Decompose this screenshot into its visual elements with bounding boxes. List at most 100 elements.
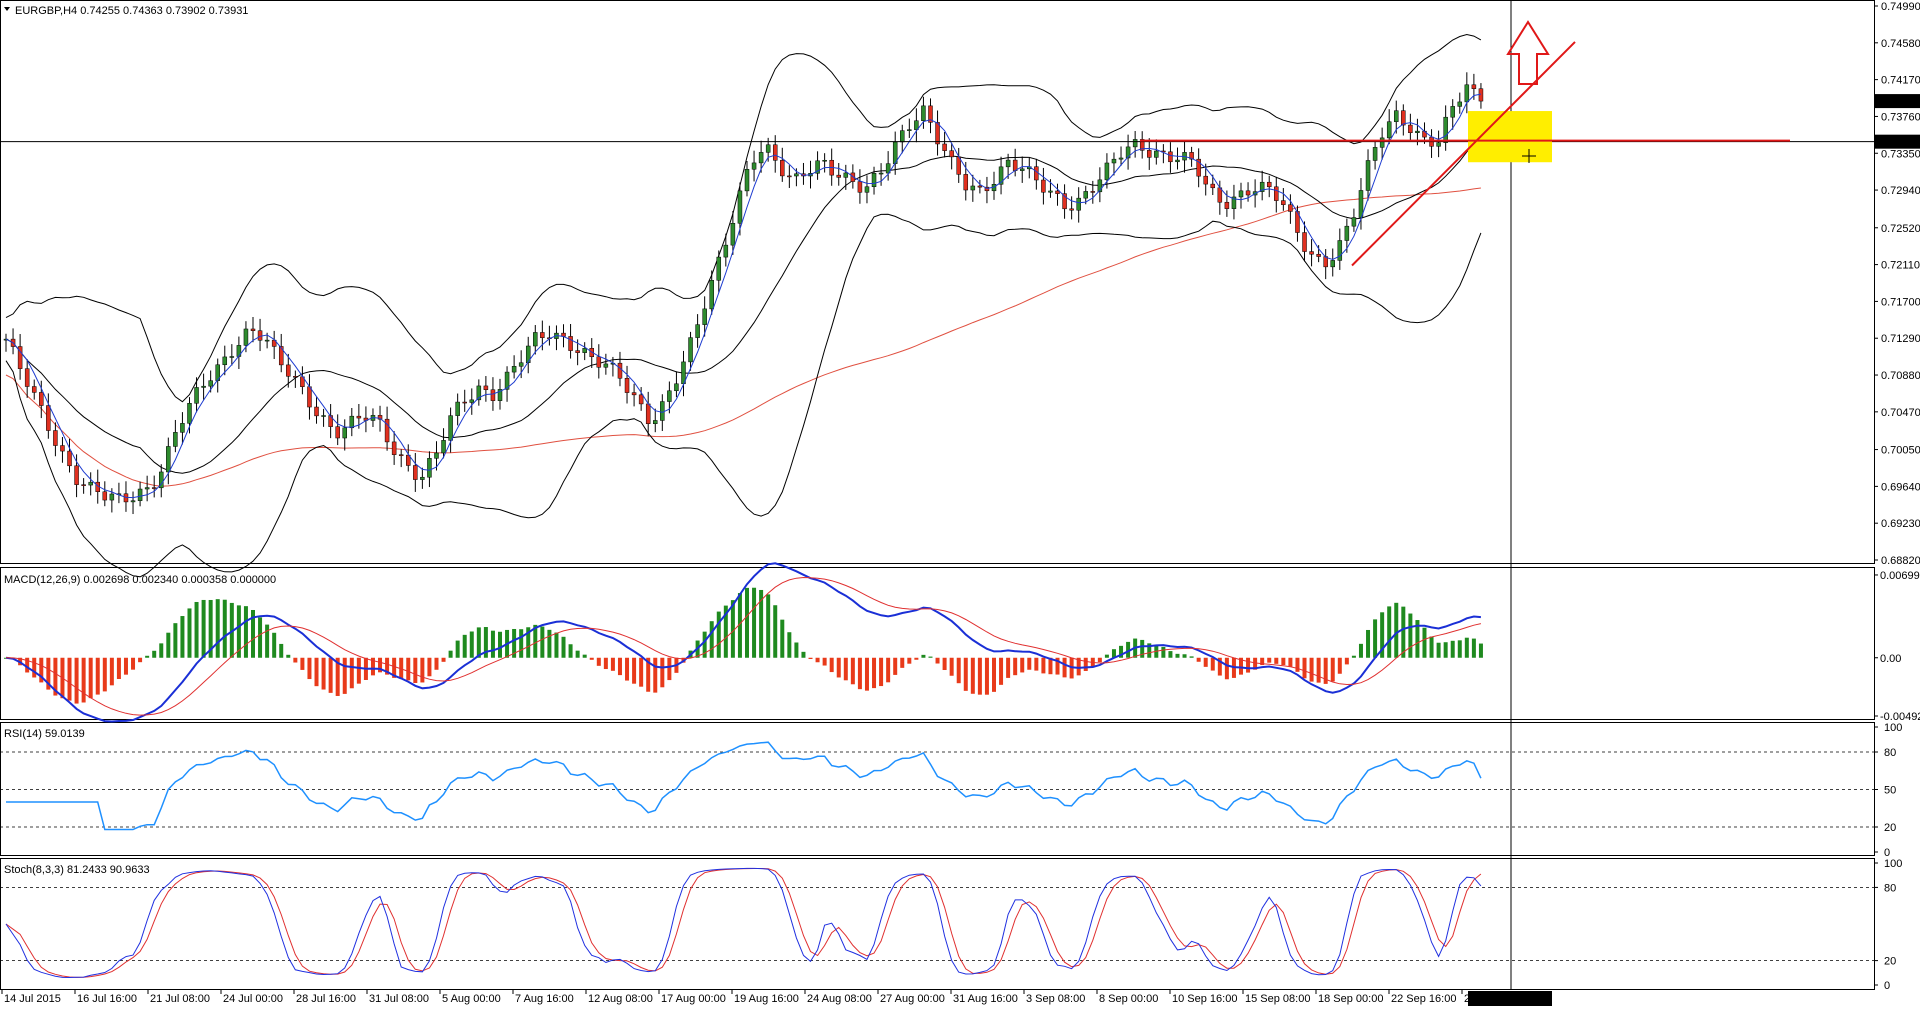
- macd-histogram-bar: [81, 657, 86, 703]
- time-axis-label: 19 Aug 16:00: [734, 993, 799, 1005]
- candle-body: [250, 328, 256, 331]
- macd-histogram-bar: [208, 599, 213, 658]
- candle-body: [1443, 116, 1448, 143]
- macd-histogram-bar: [723, 605, 728, 658]
- macd-histogram-bar: [1210, 657, 1215, 671]
- candle-body: [737, 190, 743, 224]
- macd-histogram-bar: [547, 629, 552, 658]
- stoch-axis-label: 100: [1884, 858, 1902, 870]
- macd-histogram-bar: [399, 657, 404, 679]
- candle-body: [39, 392, 44, 406]
- candle-body: [1231, 196, 1237, 209]
- macd-histogram-bar: [956, 657, 961, 684]
- candle-body: [1309, 251, 1314, 255]
- stoch-main-line: [5, 867, 1482, 979]
- candle-body: [278, 346, 284, 366]
- macd-histogram-bar: [39, 657, 44, 683]
- price-axis-label: 0.70470: [1881, 407, 1920, 419]
- price-axis-label: 0.73760: [1881, 111, 1920, 123]
- macd-histogram-bar: [1048, 657, 1053, 675]
- candle-body: [342, 427, 347, 439]
- macd-histogram-bar: [1295, 657, 1300, 672]
- candle-body: [914, 120, 919, 130]
- macd-histogram-bar: [745, 587, 749, 658]
- candle-body: [1394, 110, 1399, 122]
- crosshair-time-tag-label: 2015.09.30 4:00: [1471, 993, 1551, 1005]
- macd-histogram-bar: [1189, 656, 1194, 658]
- candle-body: [638, 394, 644, 405]
- candle-body: [907, 129, 912, 131]
- macd-histogram-bar: [1076, 657, 1081, 676]
- macd-histogram-bar: [173, 623, 178, 658]
- macd-histogram-bar: [632, 657, 637, 684]
- candle-body: [1330, 260, 1335, 268]
- macd-histogram-bar: [1394, 602, 1399, 658]
- candle-body: [427, 458, 432, 478]
- time-axis-labels: 14 Jul 2015 16 Jul 16:00 21 Jul 08:00 24 Ju…: [1, 990, 1552, 1006]
- macd-histogram-bar: [596, 657, 601, 666]
- macd-histogram-bar: [1408, 613, 1413, 658]
- macd-histogram-bar: [1253, 657, 1258, 670]
- macd-label: MACD(12,26,9) 0.002698 0.002340 0.000358…: [4, 574, 276, 586]
- candle-body: [998, 166, 1004, 185]
- candle-body: [702, 308, 707, 325]
- price-axis-label: 0.72520: [1881, 223, 1920, 235]
- candle-body: [504, 371, 510, 390]
- macd-histogram-bar: [1097, 657, 1102, 663]
- candle-body: [137, 488, 143, 501]
- price-panel: [0, 0, 1874, 990]
- dropdown-triangle-icon[interactable]: [4, 7, 10, 11]
- candle-body: [159, 471, 164, 489]
- macd-main-line: [5, 562, 1481, 723]
- candle-body: [1048, 190, 1053, 193]
- candle-body: [617, 362, 623, 379]
- macd-histogram-bar: [1168, 651, 1173, 658]
- candle-body: [716, 256, 722, 281]
- macd-histogram-bar: [1302, 657, 1307, 679]
- time-axis-label: 16 Jul 16:00: [77, 993, 137, 1005]
- macd-histogram-bar: [1316, 657, 1321, 683]
- macd-histogram-bar: [413, 657, 418, 683]
- up-arrow-icon: [1506, 20, 1550, 85]
- macd-histogram-bar: [519, 629, 524, 658]
- macd-histogram-bar: [145, 655, 150, 658]
- macd-histogram-bar: [801, 651, 806, 658]
- candle-body: [1034, 166, 1039, 181]
- candle-body: [187, 403, 192, 424]
- highlight-box: [1468, 111, 1552, 163]
- candle-body: [1245, 190, 1251, 196]
- candle-body: [469, 399, 475, 403]
- candle-body: [476, 385, 482, 401]
- candle-body: [1464, 84, 1470, 103]
- current-price-tag-label: 0.73931: [1878, 96, 1918, 108]
- macd-histogram-bar: [617, 657, 622, 676]
- candle-body: [1147, 150, 1152, 158]
- macd-histogram-bar: [123, 657, 128, 675]
- candle-body: [413, 465, 418, 480]
- macd-histogram-bar: [1415, 620, 1420, 658]
- macd-histogram-bar: [476, 627, 481, 658]
- candle-body: [483, 385, 489, 390]
- macd-histogram-bar: [187, 608, 192, 658]
- candle-body: [314, 406, 319, 417]
- candle-body: [151, 487, 157, 489]
- price-axis-labels: 0.74990 0.74580 0.74170 0.73760 0.73350 0.729…: [1874, 1, 1920, 992]
- macd-histogram-bar: [385, 657, 390, 675]
- macd-histogram-bar: [1373, 619, 1378, 658]
- candle-body: [878, 172, 884, 175]
- candle-body: [1224, 201, 1230, 209]
- macd-histogram-bar: [1147, 643, 1152, 658]
- candle-body: [1401, 110, 1406, 126]
- macd-histogram-bar: [780, 619, 785, 658]
- candle-body: [780, 160, 785, 177]
- price-axis-label: 0.71290: [1881, 333, 1920, 345]
- candle-body: [356, 415, 362, 419]
- stoch-axis-label: 20: [1884, 956, 1896, 968]
- price-axis-label: 0.70050: [1881, 445, 1920, 457]
- time-axis-label: 24 Jul 00:00: [223, 993, 283, 1005]
- macd-histogram-bar: [752, 587, 757, 658]
- candle-body: [787, 175, 792, 178]
- macd-histogram-bar: [1246, 657, 1251, 673]
